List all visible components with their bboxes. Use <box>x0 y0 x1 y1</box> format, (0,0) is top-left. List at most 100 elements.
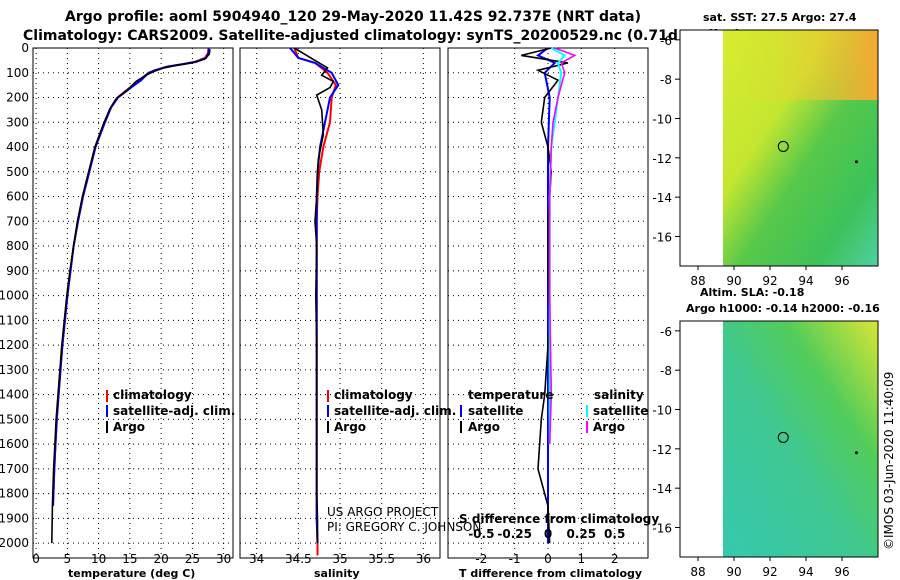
temperature-legend: climatology satellite-adj. clim. Argo <box>106 388 235 434</box>
series-line-argo <box>293 47 335 544</box>
legend-label-s-argo: Argo <box>593 420 625 434</box>
map-y-tick-label: -10 <box>652 404 672 418</box>
sst-land-mask <box>680 30 723 266</box>
series-line-satellite-adj-clim- <box>289 47 340 544</box>
x-tick-label: 30 <box>216 552 231 566</box>
depth-tick-label: 1800 <box>0 487 29 501</box>
depth-tick-label: 500 <box>6 165 29 179</box>
map-y-tick-label: -6 <box>660 325 672 339</box>
depth-tick-label: 1100 <box>0 313 29 327</box>
legend-label-satellite: satellite-adj. clim. <box>113 404 235 418</box>
x-tick-label: -1 <box>509 552 521 566</box>
map-x-tick-label: 88 <box>690 565 705 579</box>
map-y-tick-label: -12 <box>652 443 672 457</box>
depth-tick-label: 200 <box>6 91 29 105</box>
depth-tick-label: 1900 <box>0 511 29 525</box>
salinity-plot: 34 34.5 35 35.5 36 <box>240 47 440 566</box>
map-y-tick-label: -16 <box>652 522 672 536</box>
x-tick-label: 15 <box>122 552 137 566</box>
imos-credit: ©IMOS 03-Jun-2020 11:40:09 <box>882 372 896 550</box>
map-x-tick-label: 88 <box>690 274 705 288</box>
depth-tick-label: 600 <box>6 190 29 204</box>
map-x-tick-label: 96 <box>834 565 849 579</box>
title-line-2: Climatology: CARS2009. Satellite-adjuste… <box>23 28 741 44</box>
depth-tick-label: 2000 <box>0 536 29 550</box>
sla-map <box>679 320 879 558</box>
map-x-tick-label: 94 <box>798 565 813 579</box>
depth-tick-label: 1700 <box>0 462 29 476</box>
sst-map-overlay: -6 -8 -10 -12 -14 -16 88 90 92 94 96 <box>652 34 858 288</box>
legend-label-climatology: climatology <box>113 388 192 402</box>
legend-label-argo: Argo <box>113 420 145 434</box>
legend-header-salinity: salinity <box>594 388 644 402</box>
depth-tick-label: 400 <box>6 140 29 154</box>
depth-tick-label: 1400 <box>0 388 29 402</box>
legend-label-t-argo: Argo <box>468 420 500 434</box>
x-tick-label: 0 <box>544 552 552 566</box>
depth-tick-label: 0 <box>21 41 29 55</box>
series-line-climatology <box>52 47 210 507</box>
depth-tick-label: 300 <box>6 115 29 129</box>
s-tick-label: 0.5 <box>604 527 625 541</box>
map-y-tick-label: -8 <box>660 73 672 87</box>
profile-location-marker <box>777 431 789 443</box>
map-x-tick-label: 92 <box>762 274 777 288</box>
map-y-tick-label: -14 <box>652 482 672 496</box>
temperature-plot: 0 5 10 15 20 25 30 <box>32 47 233 566</box>
x-tick-label: 25 <box>185 552 200 566</box>
salinity-legend: climatology satellite-adj. clim. Argo <box>327 388 456 434</box>
x-tick-label: 1 <box>578 552 586 566</box>
x-tick-label: 20 <box>153 552 168 566</box>
map-y-tick-label: -16 <box>652 231 672 245</box>
legend-label-t-satellite: satellite <box>468 404 523 418</box>
temperature-x-label: temperature (deg C) <box>68 567 195 580</box>
legend-header-temperature: temperature <box>468 388 553 402</box>
map-x-tick-label: 96 <box>834 274 849 288</box>
legend-label-satellite: satellite-adj. clim. <box>334 404 456 418</box>
sst-map-frame <box>679 29 879 267</box>
sla-map-frame <box>679 320 879 558</box>
salinity-x-label: salinity <box>314 567 360 580</box>
x-tick-label: 35.5 <box>368 552 395 566</box>
depth-tick-label: 800 <box>6 239 29 253</box>
difference-plot: -2 -1 0 1 2 -0.5 -0.25 0 0.25 0.5 <box>448 47 648 566</box>
x-tick-label: -2 <box>475 552 487 566</box>
legend-label-argo: Argo <box>334 420 366 434</box>
temperature-panel-frame <box>32 47 234 559</box>
profile-location-marker <box>777 140 789 152</box>
x-tick-label: 36 <box>416 552 431 566</box>
title-line-1: Argo profile: aoml 5904940_120 29-May-20… <box>65 9 641 25</box>
legend-label-s-satellite: satellite <box>593 404 648 418</box>
depth-tick-label: 1200 <box>0 338 29 352</box>
x-tick-label: 2 <box>611 552 619 566</box>
series-line-salinity-argo <box>548 47 577 445</box>
depth-tick-label: 1000 <box>0 289 29 303</box>
series-line-climatology <box>293 47 337 556</box>
pi-annotation: PI: GREGORY C. JOHNSON <box>327 520 481 534</box>
map-x-tick-label: 92 <box>762 565 777 579</box>
map-y-tick-label: -6 <box>660 34 672 48</box>
sla-land-mask <box>680 321 723 557</box>
x-tick-label: 34 <box>249 552 264 566</box>
island-marker <box>854 160 858 164</box>
depth-tick-label: 1300 <box>0 363 29 377</box>
sla-map-title-2: Argo h1000: -0.14 h2000: -0.16 <box>686 302 880 315</box>
s-tick-label: 0 <box>544 527 552 541</box>
s-tick-label: -0.25 <box>497 527 532 541</box>
depth-tick-label: 700 <box>6 214 29 228</box>
series-line-satellite-adj-clim- <box>52 48 210 507</box>
map-x-tick-label: 90 <box>726 565 741 579</box>
legend-label-climatology: climatology <box>334 388 413 402</box>
sst-map-title: sat. SST: 27.5 Argo: 27.4 <box>703 11 857 24</box>
map-y-tick-label: -10 <box>652 113 672 127</box>
depth-tick-label: 100 <box>6 66 29 80</box>
x-tick-label: 0 <box>32 552 40 566</box>
depth-tick-label: 1600 <box>0 437 29 451</box>
sla-map-title-1: Altim. SLA: -0.18 <box>700 286 804 299</box>
s-tick-label: 0.25 <box>567 527 597 541</box>
map-x-tick-label: 94 <box>798 274 813 288</box>
series-line-argo <box>51 49 211 544</box>
difference-legend: temperature salinity satellite Argo sate… <box>460 388 648 434</box>
sla-field <box>723 321 878 557</box>
